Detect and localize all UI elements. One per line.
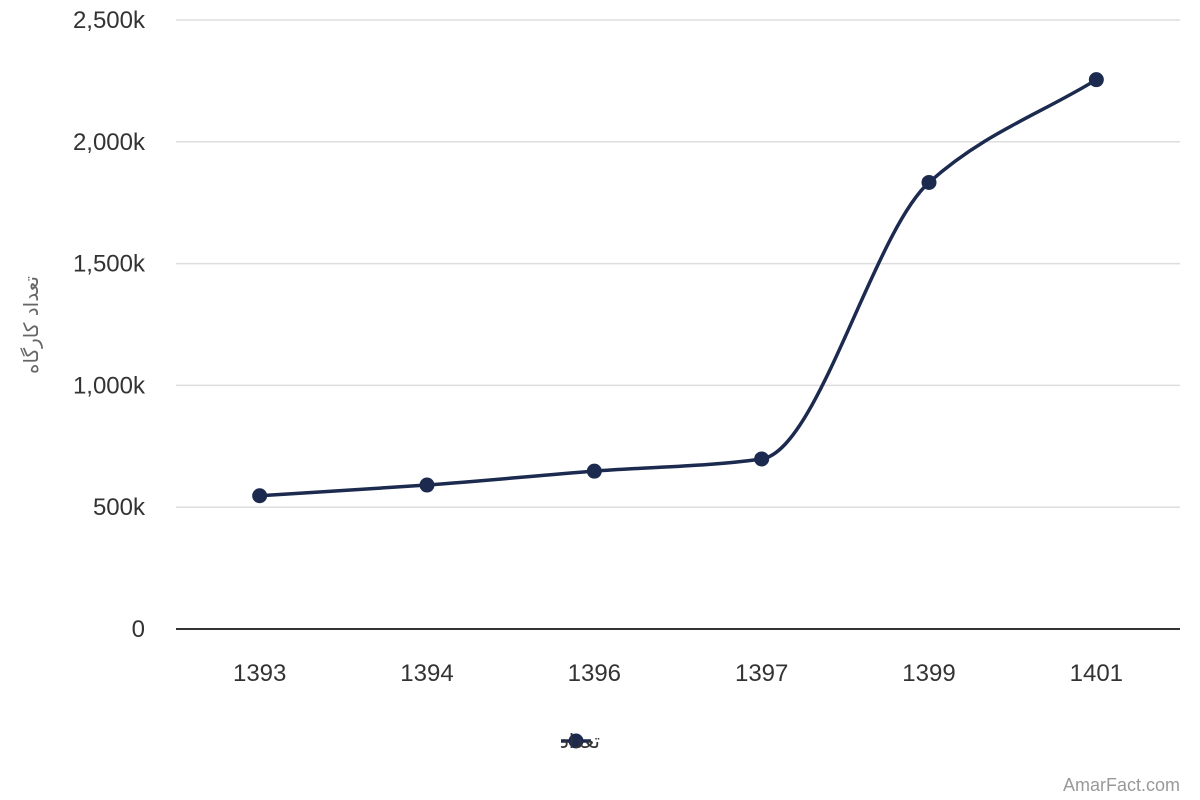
x-axis-tick-labels: 1393 1394 1396 1397 1399 1401 — [233, 660, 1123, 687]
y-axis-title: تعداد کارگاه — [19, 276, 43, 374]
x-tick-label: 1397 — [735, 660, 788, 687]
x-tick-label: 1396 — [568, 660, 621, 687]
data-point[interactable] — [586, 463, 602, 479]
y-tick-label: 1,000k — [73, 372, 146, 399]
data-point[interactable] — [419, 477, 435, 493]
y-tick-label: 1,500k — [73, 251, 146, 278]
x-tick-label: 1399 — [902, 660, 955, 687]
data-point[interactable] — [754, 451, 770, 467]
data-point[interactable] — [921, 174, 937, 190]
data-point[interactable] — [252, 488, 268, 504]
y-tick-label: 2,000k — [73, 129, 146, 156]
y-axis-tick-labels: 0 500k 1,000k 1,500k 2,000k 2,500k — [73, 7, 146, 643]
gridlines — [176, 19, 1180, 508]
data-point[interactable] — [1088, 72, 1104, 88]
x-tick-label: 1401 — [1070, 660, 1123, 687]
y-tick-label: 0 — [132, 616, 145, 643]
y-tick-label: 500k — [93, 494, 146, 521]
series-layer — [252, 72, 1104, 504]
credit-text[interactable]: AmarFact.com — [1063, 775, 1180, 795]
legend-dot-marker — [568, 733, 584, 749]
y-tick-label: 2,500k — [73, 7, 146, 34]
legend-label: تعداد — [560, 729, 600, 753]
legend[interactable]: تعداد — [560, 729, 600, 753]
x-tick-label: 1393 — [233, 660, 286, 687]
x-tick-label: 1394 — [400, 660, 453, 687]
